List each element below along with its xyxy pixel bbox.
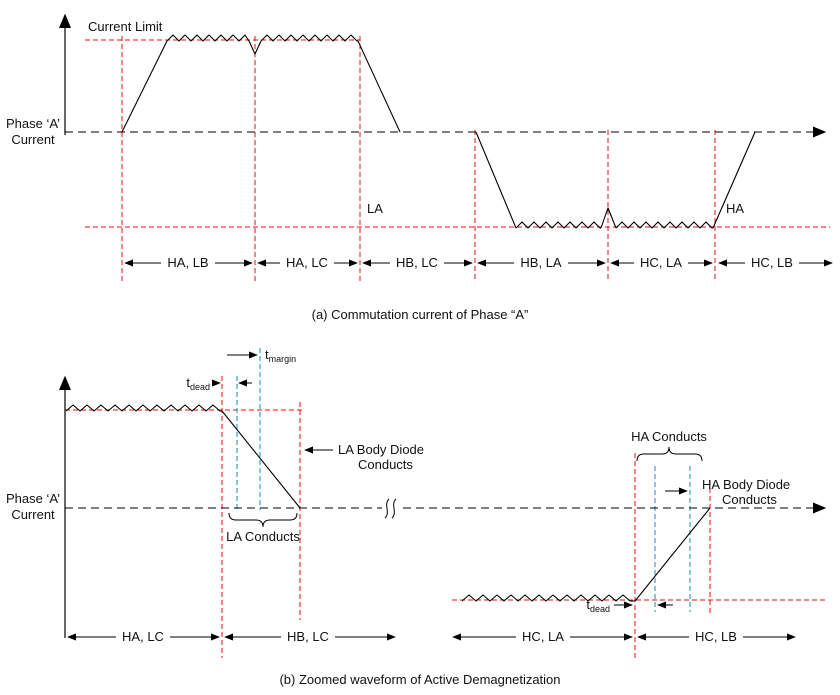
interval-label: HB, LA: [520, 255, 562, 270]
caption-b: (b) Zoomed waveform of Active Demagnetiz…: [279, 672, 560, 687]
phase-current-label: Current: [11, 507, 55, 522]
phase-current-label: Current: [11, 132, 55, 147]
interval-label: HC, LB: [751, 255, 793, 270]
diagram-b-waveform: [65, 404, 711, 602]
caption-a: (a) Commutation current of Phase “A”: [312, 307, 529, 322]
diagram-a-red-guides: [85, 36, 830, 282]
current-ripple: [166, 34, 250, 42]
demag-fall-segment: [221, 410, 301, 509]
la-conducts-brace: [228, 512, 298, 528]
current-ripple: [65, 404, 222, 412]
t-dead-label: tdead: [186, 375, 210, 392]
ha-body-diode-label: HA Body Diode: [702, 477, 790, 492]
current-ripple: [260, 34, 358, 42]
demag-rise-segment: [634, 507, 711, 602]
diagram-a-waveform: [121, 34, 756, 229]
diagram-a-interval-row: HA, LB HA, LC HB, LC HB, LA HC, LA HC, L…: [124, 255, 833, 270]
interval-label: HA, LC: [122, 629, 164, 644]
ha-conducts-label: HA Conducts: [631, 429, 707, 444]
axis-break-mask: [382, 495, 400, 521]
ramp-to-zero-segment: [712, 131, 756, 229]
ha-conducts-brace: [636, 446, 703, 462]
interval-label: HA, LC: [286, 255, 328, 270]
diagram-a-labels: Current Limit Phase ‘A’ Current LA HA: [6, 19, 744, 216]
la-body-diode-label: LA Body Diode: [338, 442, 424, 457]
diagram-b-left-annotations: tmargin tdead LA Body Diode Conducts LA …: [186, 347, 424, 544]
t-margin-label: tmargin: [265, 347, 296, 364]
interval-label: HA, LB: [167, 255, 208, 270]
diagram-a: Current Limit Phase ‘A’ Current LA HA HA…: [6, 13, 833, 322]
ha-body-diode-label: Conducts: [722, 492, 777, 507]
phase-current-label: Phase ‘A’: [6, 116, 60, 131]
la-label: LA: [367, 201, 383, 216]
interval-label: HB, LC: [396, 255, 438, 270]
ramp-up-segment: [121, 40, 168, 133]
current-ripple: [515, 221, 601, 229]
axis-break-mark: [391, 498, 397, 519]
diagram-b-blue-guides: [236, 348, 691, 612]
commutation-spike: [600, 207, 617, 229]
diagram-b-interval-row: HA, LC HB, LC HC, LA HC, LB: [67, 629, 796, 644]
ramp-down-segment: [357, 40, 401, 133]
phase-current-label: Phase ‘A’: [6, 491, 60, 506]
interval-label: HC, LA: [522, 629, 564, 644]
current-limit-label: Current Limit: [88, 19, 163, 34]
la-body-diode-label: Conducts: [358, 457, 413, 472]
t-dead-label: tdead: [586, 597, 610, 614]
interval-label: HC, LA: [640, 255, 682, 270]
current-ripple: [461, 594, 635, 602]
current-ripple: [615, 221, 713, 229]
diagram-b-labels: Phase ‘A’ Current: [6, 491, 60, 522]
diagram-b-red-guides: [65, 376, 828, 658]
diagram-b-right-annotations: HA Conducts HA Body Diode Conducts tdead: [586, 429, 790, 614]
axis-break-mark: [384, 498, 390, 519]
diagram-b: tmargin tdead LA Body Diode Conducts LA …: [6, 347, 828, 687]
ha-label: HA: [726, 201, 744, 216]
diagram-b-axes: [59, 375, 827, 638]
interval-label: HC, LB: [695, 629, 737, 644]
la-conducts-label: LA Conducts: [226, 529, 300, 544]
diagram-a-axes: [59, 13, 827, 138]
interval-label: HB, LC: [287, 629, 329, 644]
ramp-negative-segment: [475, 131, 517, 229]
commutation-dip: [248, 40, 262, 55]
